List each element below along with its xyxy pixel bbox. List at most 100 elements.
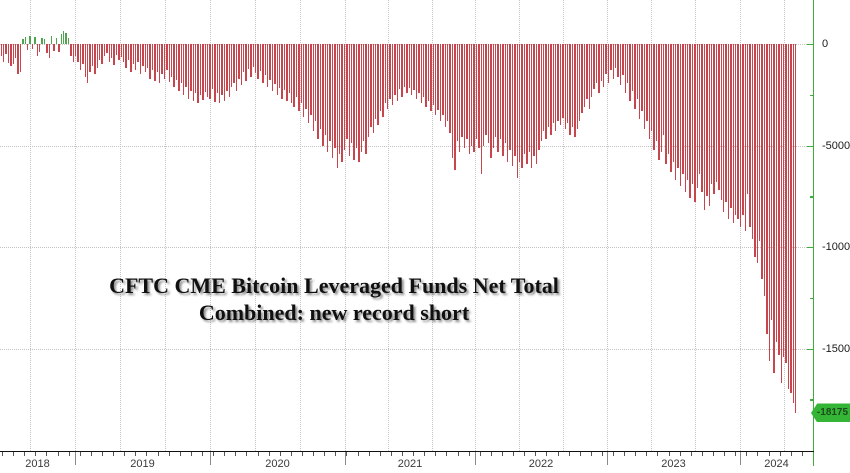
x-axis-minor-tick [413, 452, 415, 456]
gridline-horizontal [0, 348, 813, 350]
bar-negative [502, 44, 504, 156]
bar-negative [209, 44, 211, 99]
bar-negative [410, 44, 413, 95]
x-axis-minor-tick [513, 452, 515, 456]
x-axis-minor-tick [635, 452, 637, 456]
bar-negative [163, 44, 166, 79]
bar-negative [137, 44, 139, 63]
x-axis-minor-tick [746, 452, 748, 456]
bar-negative [206, 44, 209, 97]
x-axis-minor-tick [335, 452, 337, 456]
bar-negative [540, 44, 543, 142]
bar-negative [190, 44, 192, 91]
x-axis-minor-tick [268, 452, 270, 456]
x-axis-minor-tick [301, 452, 303, 456]
bar-negative [538, 44, 540, 150]
x-axis-minor-tick [235, 452, 237, 456]
gridline-horizontal [0, 145, 813, 147]
gridline-vertical [519, 0, 520, 451]
y-axis-line [813, 0, 815, 466]
bar-negative [266, 44, 269, 87]
bar-negative [511, 44, 514, 166]
bar-negative [185, 44, 187, 87]
bar-negative [38, 44, 41, 53]
bar-negative [694, 44, 696, 203]
bar-negative [26, 44, 29, 51]
bar-negative [574, 44, 576, 138]
bar-negative [468, 44, 471, 154]
bar-negative [338, 44, 341, 154]
bar-negative [235, 44, 238, 91]
chart-title-line2: Combined: new record short [198, 300, 470, 325]
bar-negative [269, 44, 271, 80]
bar-negative [521, 44, 523, 168]
y-axis-tick-label: -15000 [822, 342, 850, 355]
bar-negative [274, 44, 276, 84]
bar-negative [499, 44, 502, 140]
bar-negative [470, 44, 473, 146]
bar-negative [144, 44, 147, 73]
bar-negative [562, 44, 564, 119]
bar-negative [173, 44, 175, 87]
bar-negative [175, 44, 178, 80]
bar-negative [578, 44, 581, 122]
bar-negative [288, 44, 291, 93]
x-axis-minor-tick [157, 452, 159, 456]
x-axis-year-label: 2024 [764, 458, 789, 470]
bar-negative [96, 44, 99, 69]
bar-negative [446, 44, 449, 122]
x-axis-year-separator [607, 452, 608, 465]
bar-negative [86, 44, 89, 83]
bar-negative [773, 44, 775, 373]
bar-negative [552, 44, 555, 124]
bar-negative [662, 44, 665, 136]
bar-negative [168, 44, 171, 82]
x-axis-minor-tick [24, 452, 26, 456]
x-axis-minor-tick [390, 452, 392, 456]
bar-negative [358, 44, 360, 162]
bar-negative [794, 44, 797, 413]
bar-positive [65, 32, 67, 45]
x-axis-minor-tick [424, 452, 426, 456]
bar-negative [216, 44, 219, 93]
y-axis-tick-label: -5000 [822, 139, 850, 152]
x-axis-minor-tick [579, 452, 581, 456]
x-axis-minor-tick [246, 452, 248, 456]
gridline-vertical [607, 0, 608, 451]
bar-positive [62, 30, 65, 45]
x-axis-minor-tick [524, 452, 526, 456]
bar-positive [43, 38, 46, 45]
bar-negative [768, 44, 771, 361]
bar-negative [194, 44, 197, 93]
gridline-vertical [695, 0, 696, 451]
x-axis-minor-tick [801, 452, 803, 456]
bar-negative [281, 44, 283, 99]
bar-negative [718, 44, 720, 191]
bar-negative [677, 44, 679, 168]
bar-negative [230, 44, 233, 87]
bar-negative [202, 44, 204, 100]
bar-negative [727, 44, 730, 219]
bar-negative [302, 44, 305, 118]
bar-negative [545, 44, 547, 140]
x-axis-minor-tick [668, 452, 670, 456]
bar-negative [12, 44, 15, 65]
bar-negative [367, 44, 370, 138]
bar-negative [192, 44, 195, 101]
bar-negative [350, 44, 353, 144]
bar-positive [60, 33, 63, 45]
bar-negative [432, 44, 435, 105]
bar-negative [590, 44, 593, 97]
bar-negative [607, 44, 610, 83]
bar-negative [523, 44, 526, 154]
x-axis-year-separator [210, 452, 211, 465]
gridline-horizontal [0, 247, 813, 248]
x-axis-minor-tick [613, 452, 615, 456]
x-axis-minor-tick [13, 452, 15, 456]
bar-negative [120, 44, 123, 58]
x-axis-minor-tick [713, 452, 715, 456]
gridline-vertical [563, 0, 564, 451]
bar-negative [422, 44, 425, 97]
bar-negative [122, 44, 125, 63]
bar-negative [715, 44, 718, 183]
